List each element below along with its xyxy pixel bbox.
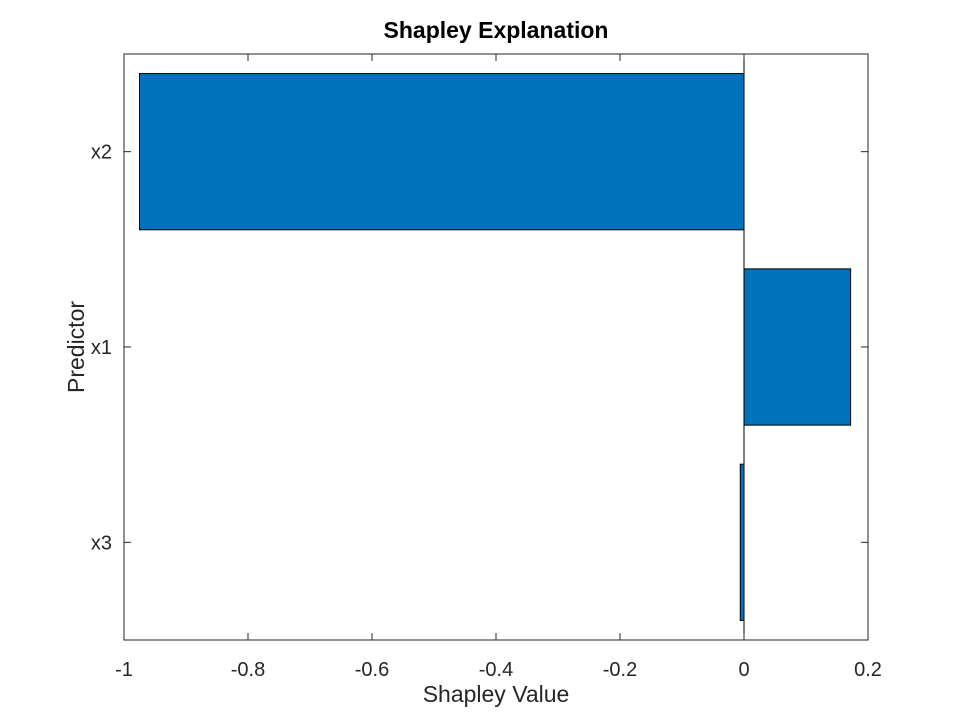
x-tick-label: -1 [115,659,133,681]
x-tick-label: -0.4 [479,659,513,681]
x-tick-label: -0.8 [231,659,265,681]
bar-x2 [139,73,745,231]
x-axis-label: Shapley Value [423,681,570,707]
x-tick-label: 0 [738,659,749,681]
chart-title: Shapley Explanation [384,17,609,43]
x-tick-label: -0.6 [355,659,389,681]
x-tick-label: 0.2 [854,659,882,681]
bar-x1 [743,268,852,426]
y-tick-label-x3: x3 [91,532,112,554]
plot-area: -1 -0.8 -0.6 -0.4 -0.2 0 0.2 x2 x1 x3 [91,53,882,681]
y-tick-label-x2: x2 [91,142,112,164]
y-axis-label: Predictor [63,301,89,393]
bar-x3 [739,463,745,621]
x-tick-label: -0.2 [603,659,637,681]
y-tick-label-x1: x1 [91,337,112,359]
